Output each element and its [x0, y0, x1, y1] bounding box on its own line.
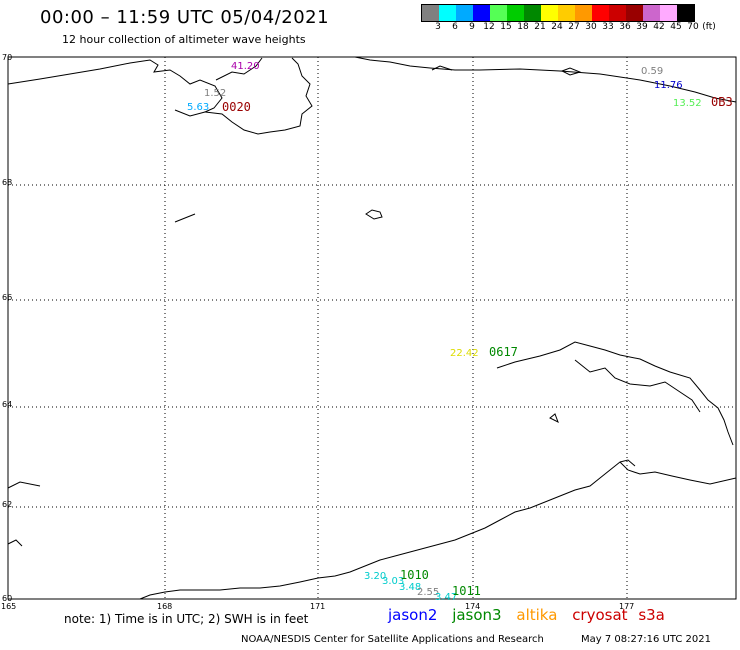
colorbar-swatch: [507, 5, 524, 21]
lon-labels: 165 168 171 174 177: [1, 602, 634, 611]
colorbar-label: 18: [517, 22, 529, 32]
colorbar-swatch: [643, 5, 660, 21]
obs-label: 3.03: [382, 576, 404, 587]
obs-label: 2.55: [417, 587, 439, 598]
colorbar-label: 3: [435, 22, 441, 32]
map-title: 00:00 – 11:59 UTC 05/04/2021: [40, 7, 330, 28]
colorbar-label: 24: [551, 22, 563, 32]
colorbar-label: 42: [653, 22, 665, 32]
colorbar-swatch: [609, 5, 626, 21]
lon-label: 165: [1, 602, 16, 611]
lat-label: 68: [2, 178, 12, 187]
lon-label: 171: [310, 602, 325, 611]
lat-label: 70: [2, 53, 12, 62]
legend-altika: altika: [516, 606, 558, 624]
colorbar-swatch: [439, 5, 456, 21]
obs-label: 41.20: [231, 61, 260, 72]
pass-time-label: 1011: [452, 584, 481, 598]
colorbar-swatch: [660, 5, 677, 21]
colorbar-swatch: [541, 5, 558, 21]
obs-label: 0.59: [641, 66, 663, 77]
colorbar-swatch: [626, 5, 643, 21]
colorbar-label: 12: [483, 22, 495, 32]
colorbar-swatch: [473, 5, 490, 21]
colorbar-swatch: [422, 5, 439, 21]
colorbar-label: 33: [602, 22, 614, 32]
colorbar-swatch: [575, 5, 592, 21]
colorbar-label: 70: [687, 22, 699, 32]
footer-note: note: 1) Time is in UTC; 2) SWH is in fe…: [64, 612, 309, 626]
coastline: [7, 56, 737, 600]
obs-label: 11.76: [654, 80, 683, 91]
lon-label: 177: [619, 602, 634, 611]
graticule: [8, 57, 736, 599]
observations: 41.20 1.52 5.63 0.59 11.76 13.52 22.42 3…: [187, 61, 702, 603]
obs-label: 3.20: [364, 571, 386, 582]
obs-label: 5.63: [187, 102, 209, 113]
satellite-legend: jason2 jason3 altika cryosat s3a: [388, 606, 675, 624]
lat-label: 66: [2, 293, 12, 302]
colorbar-label: 21: [534, 22, 546, 32]
colorbar-label: 39: [636, 22, 648, 32]
pass-time-label: 1010: [400, 568, 429, 582]
obs-label: 3.47: [435, 592, 457, 603]
lat-label: 60: [2, 594, 12, 603]
colorbar-label: 15: [500, 22, 512, 32]
legend-jason2: jason2: [388, 606, 438, 624]
map-frame: [7, 56, 737, 600]
colorbar-label: 6: [452, 22, 458, 32]
pass-time-label: 0020: [222, 100, 251, 114]
lat-label: 64: [2, 400, 12, 409]
obs-label: 3.48: [399, 582, 421, 593]
obs-label: 1.52: [204, 88, 226, 99]
lat-labels: 70 68 66 64 62 60: [2, 53, 12, 603]
legend-jason3: jason3: [452, 606, 502, 624]
pass-labels: 0020 0B3 0617 1010 1011: [222, 95, 733, 598]
legend-cryosat: cryosat: [572, 606, 628, 624]
colorbar: [421, 4, 695, 22]
legend-s3a: s3a: [638, 606, 665, 624]
colorbar-swatch: [524, 5, 541, 21]
colorbar-swatch: [456, 5, 473, 21]
map-subtitle: 12 hour collection of altimeter wave hei…: [62, 33, 306, 46]
lon-label: 174: [465, 602, 480, 611]
colorbar-swatch: [490, 5, 507, 21]
credit-line: NOAA/NESDIS Center for Satellite Applica…: [241, 634, 544, 645]
lon-label: 168: [157, 602, 172, 611]
pass-time-label: 0617: [489, 345, 518, 359]
colorbar-swatch: [558, 5, 575, 21]
lat-label: 62: [2, 500, 12, 509]
colorbar-swatch: [677, 5, 694, 21]
colorbar-label: 27: [568, 22, 580, 32]
obs-label: 13.52: [673, 98, 702, 109]
colorbar-label: 9: [469, 22, 475, 32]
generated-timestamp: May 7 08:27:16 UTC 2021: [581, 634, 711, 645]
colorbar-label: 36: [619, 22, 631, 32]
obs-label: 22.42: [450, 348, 479, 359]
colorbar-label: 45: [670, 22, 682, 32]
colorbar-unit: (ft): [702, 22, 716, 32]
pass-time-label: 0B3: [711, 95, 733, 109]
colorbar-swatch: [592, 5, 609, 21]
colorbar-label: 30: [585, 22, 597, 32]
